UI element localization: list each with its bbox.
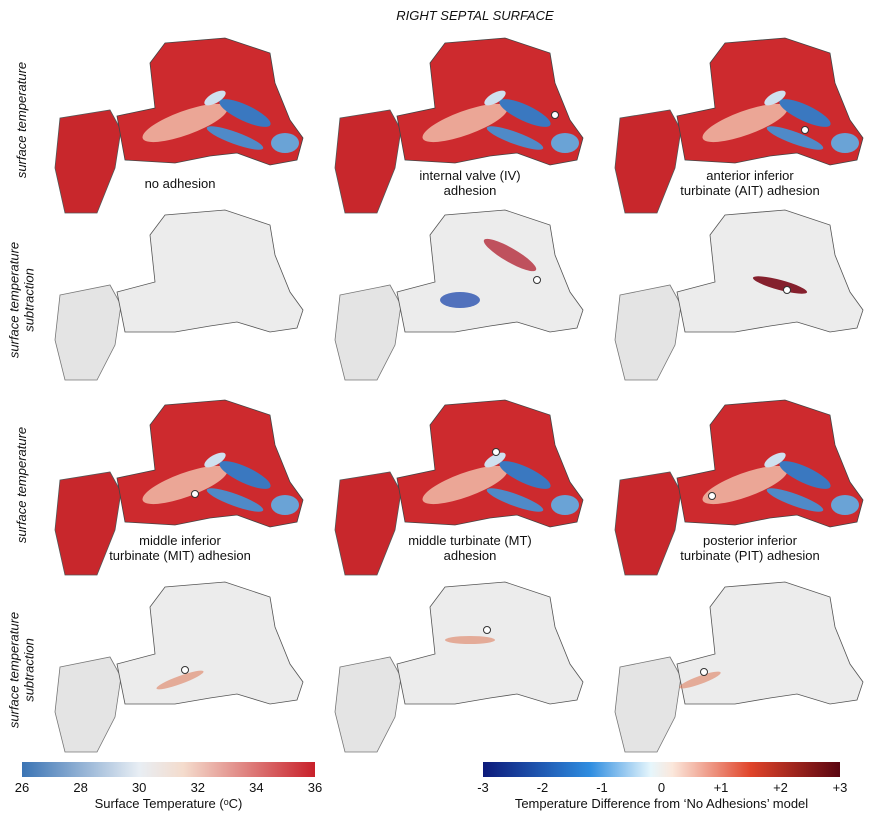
colorbar-tick-label: 26 (15, 780, 29, 795)
colorbar-title: Surface Temperature (ᵒC) (95, 796, 243, 811)
colorbar-tick-label: 28 (73, 780, 87, 795)
row-label: subtraction (22, 638, 37, 702)
panels (54, 37, 864, 753)
panel-caption: turbinate (PIT) adhesion (680, 548, 819, 563)
panel-caption: no adhesion (145, 176, 216, 191)
row-label: subtraction (22, 268, 37, 332)
colorbar-title: Temperature Difference from ‘No Adhesion… (515, 796, 808, 811)
panel-caption: adhesion (444, 548, 497, 563)
row-label: surface temperature (7, 612, 22, 728)
panel-caption: posterior inferior (703, 533, 798, 548)
colorbar-tick-label: +3 (833, 780, 848, 795)
colorbar-tick-label: 36 (308, 780, 322, 795)
colorbar-tick-label: -3 (477, 780, 489, 795)
colorbar-tick-label: 0 (658, 780, 665, 795)
row-label: surface temperature (7, 242, 22, 358)
colorbar-tick-label: 34 (249, 780, 263, 795)
colorbar-tick-label: 32 (191, 780, 205, 795)
panel-caption: anterior inferior (706, 168, 794, 183)
difference-colorbar (483, 762, 840, 777)
panel-caption: turbinate (MIT) adhesion (109, 548, 251, 563)
row-label: surface temperature (14, 62, 29, 178)
colorbar-tick-label: +1 (714, 780, 729, 795)
colorbar-tick-label: -2 (537, 780, 549, 795)
panel-caption: turbinate (AIT) adhesion (680, 183, 819, 198)
panel-caption: internal valve (IV) (419, 168, 520, 183)
row-label: surface temperature (14, 427, 29, 543)
panel-caption: middle turbinate (MT) (408, 533, 532, 548)
panel-caption: adhesion (444, 183, 497, 198)
colorbar-tick-label: -1 (596, 780, 608, 795)
panel-caption: middle inferior (139, 533, 221, 548)
colorbar-tick-label: +2 (773, 780, 788, 795)
colorbar-tick-label: 30 (132, 780, 146, 795)
figure-title: RIGHT SEPTAL SURFACE (396, 8, 554, 23)
temperature-colorbar (22, 762, 315, 777)
